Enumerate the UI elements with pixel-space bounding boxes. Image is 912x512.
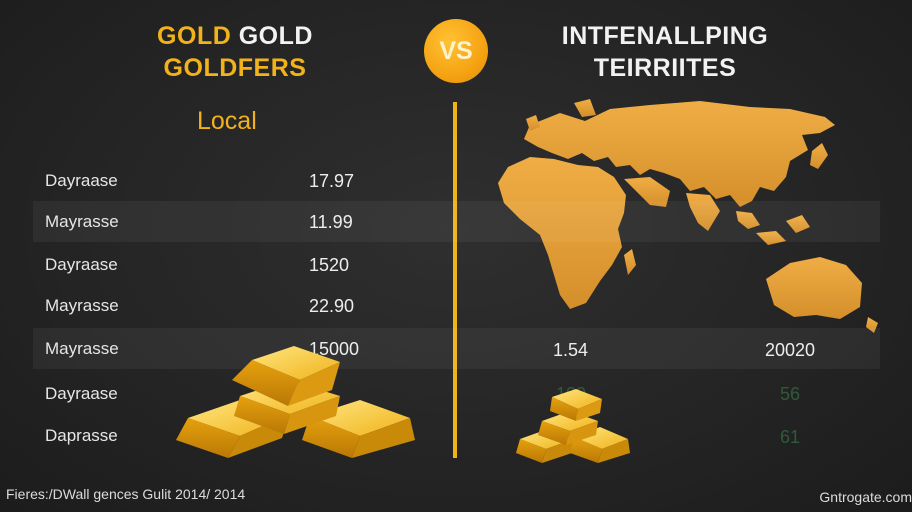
row-label: Mayrasse bbox=[45, 296, 119, 315]
right-value: 20020 bbox=[765, 340, 816, 360]
gold-bars-icon bbox=[516, 389, 630, 463]
table-row: Daprasse bbox=[33, 415, 453, 456]
vs-badge: VS bbox=[424, 19, 488, 83]
row-label: Mayrasse bbox=[45, 212, 119, 231]
table-row: Mayrasse 15000 bbox=[33, 328, 880, 369]
row-label: Dayraase bbox=[45, 255, 118, 274]
right-value: 56 bbox=[780, 384, 801, 404]
local-label: Local bbox=[197, 107, 257, 135]
vs-label: VS bbox=[439, 36, 473, 65]
row-label: Dayraase bbox=[45, 384, 118, 403]
site-credit: Gntrogate.com bbox=[819, 489, 912, 505]
left-title-word-1: GOLD bbox=[157, 22, 232, 50]
right-title: INTFENALLPING TEIRRIITES bbox=[520, 20, 810, 84]
table-row: Dayraase 1520 bbox=[33, 244, 453, 285]
right-title-line-2: TEIRRIITES bbox=[593, 54, 737, 82]
table-row: Mayrasse 11.99 bbox=[33, 201, 880, 242]
right-title-line-1: INTFENALLPING bbox=[561, 22, 769, 50]
table-row: Mayrasse 22.90 bbox=[33, 285, 453, 326]
row-label: Mayrasse bbox=[45, 339, 119, 358]
table-row: Dayraase bbox=[33, 373, 453, 414]
left-title: GOLD GOLD GOLDFERS bbox=[120, 20, 350, 84]
gold-bars-icon bbox=[176, 346, 415, 458]
right-value: 61 bbox=[780, 427, 801, 447]
row-label: Daprasse bbox=[45, 426, 118, 445]
table-row: Dayraase 17.97 bbox=[33, 160, 453, 201]
left-title-line-2: GOLDFERS bbox=[163, 54, 307, 82]
right-value: 1.54 bbox=[553, 340, 589, 360]
world-map-icon bbox=[498, 99, 878, 333]
row-value: 11.99 bbox=[309, 212, 353, 232]
row-value: 22.90 bbox=[309, 296, 355, 316]
left-title-word-2: GOLD bbox=[238, 22, 313, 50]
source-caption: Fieres:/DWall gences Gulit 2014/ 2014 bbox=[6, 486, 246, 502]
row-value: 17.97 bbox=[309, 171, 355, 191]
row-value: 15000 bbox=[309, 339, 360, 359]
row-label: Dayraase bbox=[45, 171, 118, 190]
row-value: 1520 bbox=[309, 255, 350, 275]
vertical-divider bbox=[453, 102, 457, 458]
